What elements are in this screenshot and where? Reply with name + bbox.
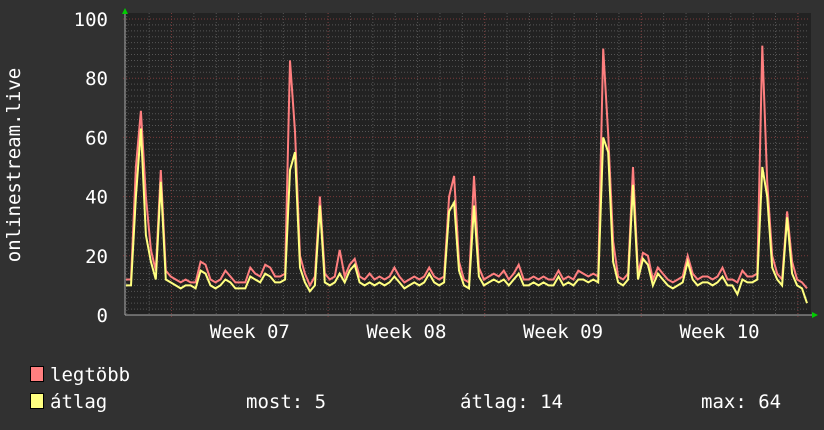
y-tick-label: 40: [85, 187, 108, 209]
y-tick-label: 60: [85, 127, 108, 149]
x-tick-label: Week 08: [366, 321, 446, 343]
legend-swatch-avg: [30, 393, 44, 409]
x-tick-label: Week 07: [210, 321, 290, 343]
stat-now: most: 5: [246, 391, 327, 413]
series-line-avg: [126, 128, 808, 304]
legend-item-max: legtöbb: [30, 364, 130, 386]
y-axis-label: onlinestream.live: [3, 68, 25, 262]
y-tick-label: 20: [85, 246, 108, 268]
x-axis-arrow: [812, 312, 818, 318]
y-tick-label: 0: [97, 305, 108, 327]
legend-item-avg: átlag: [30, 391, 107, 413]
stat-avg: átlag: 14: [460, 391, 563, 413]
legend-swatch-max: [30, 366, 44, 382]
x-tick-label: Week 09: [523, 321, 603, 343]
y-tick-label: 100: [74, 9, 108, 31]
legend-label-max: legtöbb: [50, 364, 131, 386]
plot-area: [125, 13, 811, 315]
stat-max: max: 64: [701, 391, 782, 413]
chart: 0 20 40 60 80 100 Week 07 Week 08 Week 09 Week 10…: [3, 8, 818, 343]
legend-label-avg: átlag: [50, 391, 108, 413]
y-axis-arrow: [122, 8, 128, 14]
x-tick-label: Week 10: [680, 321, 760, 343]
series-line-max: [126, 45, 808, 290]
y-tick-label: 80: [85, 68, 108, 90]
